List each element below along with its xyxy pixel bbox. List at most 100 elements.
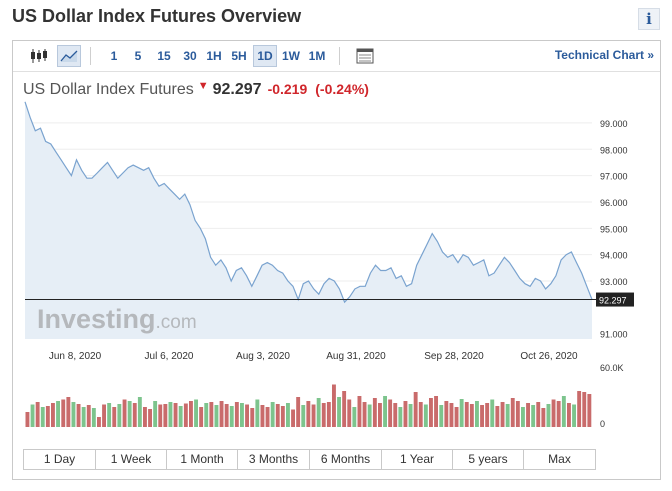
x-tick-label: Oct 26, 2020 [520,351,578,362]
y-tick-label: 95.000 [600,224,628,234]
volume-bar [480,405,484,427]
volume-bar [306,401,311,427]
range-5-years[interactable]: 5 years [453,450,524,469]
volume-bar [347,399,352,427]
volume-bar [587,394,592,427]
range-6-months[interactable]: 6 Months [310,450,382,469]
volume-bar [260,405,265,427]
volume-bar [495,406,500,427]
interval-1d[interactable]: 1D [253,45,277,67]
interval-15[interactable]: 15 [157,49,171,63]
chart-widget: 1 5 15 30 1H 5H 1D 1W 1M Technical Chart… [12,40,661,480]
volume-bar [250,408,255,427]
volume-bar [582,392,587,427]
volume-bar [526,403,530,427]
x-tick-label: Sep 28, 2020 [424,351,484,362]
volume-bar [475,401,479,427]
volume-bar [56,401,60,427]
volume-bar [296,397,301,427]
x-tick-label: Jul 6, 2020 [145,351,194,362]
volume-bar [536,402,541,427]
volume-bar [173,403,178,427]
volume-bar [245,404,249,427]
volume-bar [286,403,290,427]
interval-30[interactable]: 30 [183,49,197,63]
volume-bar [393,403,398,427]
volume-bar [71,402,76,427]
volume-bar [255,399,260,427]
volume-bar [199,407,204,427]
volume-bar [418,402,423,427]
range-1-year[interactable]: 1 Year [382,450,453,469]
volume-bar [429,398,433,427]
volume-bar [485,403,490,427]
volume-bar [25,412,30,427]
technical-chart-link[interactable]: Technical Chart » [554,48,654,62]
volume-bar [194,399,198,427]
volume-bar [45,406,50,427]
y-tick-label: 98.000 [600,145,628,155]
volume-bar [403,401,408,427]
volume-bar [490,399,495,427]
volume-bar [316,398,321,427]
info-icon[interactable]: i [638,8,660,30]
volume-bar [137,397,142,427]
interval-1w[interactable]: 1W [282,49,300,63]
y-tick-label: 93.000 [600,277,628,287]
watermark-brand: Investing [37,304,156,334]
toolbar-divider [339,47,340,65]
volume-bar [372,398,377,427]
volume-bar [408,404,413,427]
area-chart-icon[interactable] [57,45,81,67]
candlestick-chart-icon[interactable] [27,45,51,67]
volume-bar [163,404,168,427]
interval-1h[interactable]: 1H [206,49,222,63]
volume-bar [464,402,469,427]
price-chart[interactable]: 99.000 98.000 97.000 96.000 95.000 94.000 93.0… [13,41,660,441]
price-change-percent: (-0.24%) [315,81,369,97]
volume-bar [413,392,418,427]
volume-bar [383,396,387,427]
interval-1[interactable]: 1 [110,49,118,63]
volume-bar [505,404,510,427]
price-area [25,101,592,339]
volume-bar [567,403,571,427]
volume-bar [66,397,71,427]
volume-bar [275,404,280,427]
volume-bar [240,403,244,427]
volume-bar [35,402,40,427]
volume-bar [500,402,505,427]
range-1-day[interactable]: 1 Day [24,450,96,469]
volume-bar [132,403,137,427]
volume-bar [265,407,270,427]
volume-bar [112,407,117,427]
x-tick-label: Aug 3, 2020 [236,351,290,362]
volume-bar [398,407,403,427]
volume-bar [270,402,275,427]
range-selector: 1 Day 1 Week 1 Month 3 Months 6 Months 1… [23,449,596,470]
volume-bar [178,406,183,427]
volume-bar [143,407,147,427]
interval-5[interactable]: 5 [134,49,142,63]
volume-bar [107,403,112,427]
volume-bar [102,404,106,427]
volume-bar [61,399,66,427]
range-max[interactable]: Max [548,452,571,466]
volume-bar [127,401,132,427]
volume-axis-label: 60.0K [600,363,624,373]
page-title: US Dollar Index Futures Overview [12,6,302,26]
volume-bar [510,398,515,427]
range-1-week[interactable]: 1 Week [96,450,167,469]
table-icon[interactable] [353,45,377,67]
volume-bar [531,405,536,427]
range-1-month[interactable]: 1 Month [167,450,238,469]
volume-bar [469,404,474,427]
volume-bar [572,404,576,427]
interval-1m[interactable]: 1M [308,49,326,63]
volume-bar [30,404,35,427]
range-3-months[interactable]: 3 Months [238,450,310,469]
interval-5h[interactable]: 5H [231,49,247,63]
volume-bar [224,404,229,427]
volume-bar [449,403,454,427]
volume-bar [388,399,393,427]
